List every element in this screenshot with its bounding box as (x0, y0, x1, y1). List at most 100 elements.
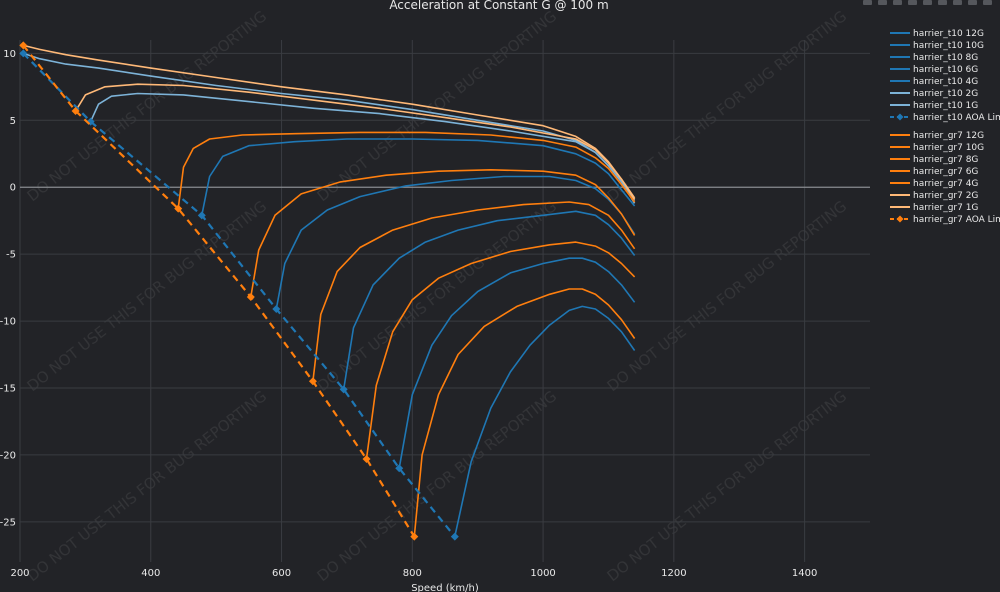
watermark-text: DO NOT USE THIS FOR BUG REPORTING (604, 7, 851, 205)
series-harrier_gr7-12g (413, 288, 636, 537)
y-tick-label: 10 (3, 49, 16, 60)
lasso-icon[interactable] (908, 0, 917, 5)
x-tick-label: 1200 (661, 568, 686, 579)
legend-item[interactable]: harrier_gr7 12G (890, 131, 984, 141)
series-line (177, 131, 636, 209)
series-harrier_gr7-2g (74, 83, 636, 200)
series-harrier_t10-10g (398, 257, 636, 469)
series-harrier_gr7-1g (23, 44, 636, 199)
x-tick-label: 1400 (792, 568, 817, 579)
watermark-text: DO NOT USE THIS FOR BUG REPORTING (604, 197, 851, 395)
legend-marker (896, 215, 904, 223)
camera-icon[interactable] (863, 0, 872, 5)
legend-marker (896, 113, 904, 121)
data-point-marker (19, 49, 28, 58)
legend-item[interactable]: harrier_t10 8G (890, 53, 978, 63)
pan-icon[interactable] (893, 0, 902, 5)
series-harrier_t10-1g (23, 52, 636, 202)
zoom-in-icon[interactable] (938, 0, 947, 5)
legend-item[interactable]: harrier_gr7 8G (890, 155, 978, 165)
series-line (250, 169, 636, 298)
data-point-marker (339, 385, 348, 394)
watermark-text: DO NOT USE THIS FOR BUG REPORTING (24, 197, 271, 395)
series-line (22, 52, 456, 538)
x-axis-label: Speed (km/h) (411, 583, 479, 592)
y-tick-label: -5 (6, 250, 16, 261)
x-tick-label: 200 (10, 568, 29, 579)
data-point-marker (395, 464, 404, 473)
series-line (365, 241, 636, 460)
data-point-marker (410, 532, 419, 541)
series-harrier_t10-4g (201, 138, 636, 216)
data-point-marker (308, 377, 317, 386)
legend-item[interactable]: harrier_gr7 1G (890, 203, 978, 213)
legend-item[interactable]: harrier_t10 AOA Limit (890, 113, 1000, 123)
data-point-marker (246, 292, 255, 301)
x-tick-label: 1000 (530, 568, 555, 579)
x-tick-label: 800 (403, 568, 422, 579)
y-tick-label: -25 (0, 517, 16, 528)
legend-item[interactable]: harrier_gr7 4G (890, 179, 978, 189)
legend-item[interactable]: harrier_t10 1G (890, 101, 978, 111)
watermark-text: DO NOT USE THIS FOR BUG REPORTING (604, 387, 851, 585)
series-line (275, 175, 636, 310)
y-tick-label: 5 (10, 116, 16, 127)
series-line (342, 210, 636, 390)
legend-label: harrier_gr7 AOA Limit (913, 215, 1000, 225)
legend-label: harrier_t10 6G (913, 65, 978, 75)
chart-title: Acceleration at Constant G @ 100 m (389, 0, 608, 12)
legend-item[interactable]: harrier_t10 4G (890, 77, 978, 87)
reset-axes-icon[interactable] (983, 0, 992, 5)
zoom-icon[interactable] (878, 0, 887, 5)
data-point-marker (450, 532, 459, 541)
select-icon[interactable] (923, 0, 932, 5)
series-layer (19, 41, 636, 541)
x-axis-ticks: 200 400 600 800 1000 1200 1400 (10, 568, 817, 579)
legend-item[interactable]: harrier_gr7 2G (890, 191, 978, 201)
series-line (312, 201, 636, 382)
legend-item[interactable]: harrier_gr7 AOA Limit (890, 215, 1000, 225)
x-tick-label: 600 (272, 568, 291, 579)
y-tick-label: -20 (0, 450, 16, 461)
watermark-text: DO NOT USE THIS FOR BUG REPORTING (24, 7, 271, 205)
legend-item[interactable]: harrier_t10 2G (890, 89, 978, 99)
legend-label: harrier_t10 AOA Limit (913, 113, 1000, 123)
legend-label: harrier_gr7 1G (913, 203, 978, 213)
series-line (398, 257, 636, 469)
watermark-text: DO NOT USE THIS FOR BUG REPORTING (24, 387, 271, 585)
series-harrier_t10-aoa-limit (19, 49, 459, 541)
legend-label: harrier_t10 2G (913, 89, 978, 99)
legend-label: harrier_t10 4G (913, 77, 978, 87)
legend-label: harrier_gr7 8G (913, 155, 978, 165)
series-line (23, 52, 636, 202)
data-point-marker (197, 211, 206, 220)
series-harrier_gr7-6g (250, 169, 636, 298)
zoom-out-icon[interactable] (953, 0, 962, 5)
legend-label: harrier_gr7 10G (913, 143, 984, 153)
legend-item[interactable]: harrier_t10 6G (890, 65, 978, 75)
series-line (413, 288, 636, 537)
y-axis-ticks: 10 5 0 -5 -10 -15 -20 -25 (0, 49, 16, 528)
series-line (23, 44, 636, 199)
series-harrier_t10-6g (275, 175, 636, 310)
legend-label: harrier_gr7 4G (913, 179, 978, 189)
series-line (74, 83, 636, 200)
legend-item[interactable]: harrier_gr7 10G (890, 143, 984, 153)
y-tick-label: -10 (0, 317, 16, 328)
legend-label: harrier_t10 8G (913, 53, 978, 63)
series-line (454, 305, 636, 537)
y-tick-label: 0 (10, 183, 16, 194)
x-tick-label: 400 (141, 568, 160, 579)
legend-item[interactable]: harrier_t10 10G (890, 41, 984, 51)
series-harrier_t10-12g (454, 305, 636, 537)
modebar[interactable] (863, 0, 992, 6)
series-harrier_gr7-10g (365, 241, 636, 460)
legend-item[interactable]: harrier_gr7 6G (890, 167, 978, 177)
data-point-marker (71, 106, 80, 115)
watermark-text: DO NOT USE THIS FOR BUG REPORTING (314, 387, 561, 585)
watermark-text: DO NOT USE THIS FOR BUG REPORTING (314, 197, 561, 395)
legend-item[interactable]: harrier_t10 12G (890, 29, 984, 39)
autoscale-icon[interactable] (968, 0, 977, 5)
legend[interactable]: harrier_t10 12G harrier_t10 10G harrier_t1… (890, 29, 1000, 225)
series-line (201, 138, 636, 216)
